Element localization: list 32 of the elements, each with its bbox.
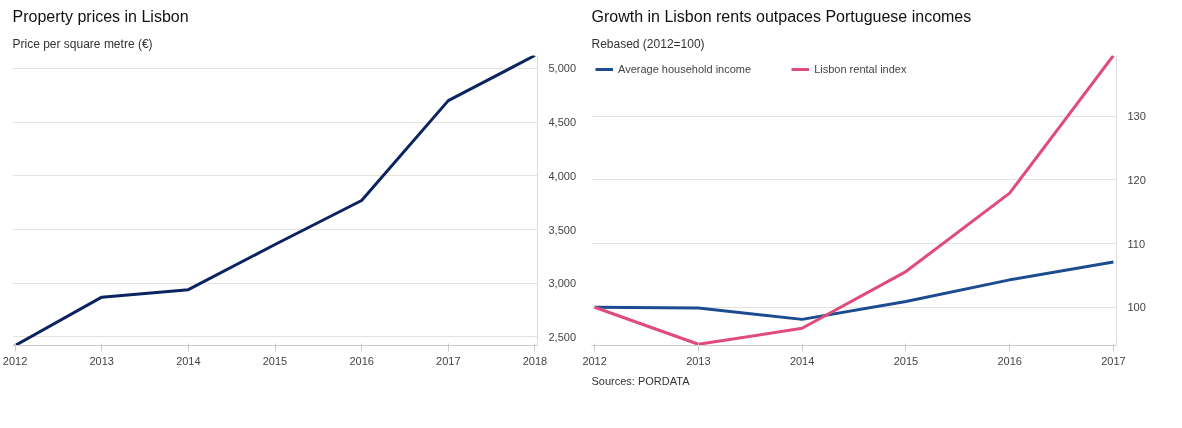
- x-tick-label: 2015: [893, 354, 919, 367]
- line-series: [593, 55, 1115, 346]
- y-tick-label: 4,000: [548, 169, 577, 182]
- y-tick-label: 3,500: [548, 223, 577, 236]
- x-tick-label: 2012: [2, 354, 28, 367]
- x-tick-label: 2014: [789, 354, 815, 367]
- chart-title: Property prices in Lisbon: [12, 7, 189, 25]
- x-tick-label: 2016: [349, 354, 374, 367]
- y-tick-label: 4,500: [548, 116, 577, 129]
- x-tick-label: 2017: [436, 354, 461, 367]
- x-tick-label: 2015: [262, 354, 288, 367]
- y-tick-label: 110: [1127, 237, 1146, 250]
- x-tick-label: 2018: [522, 354, 548, 367]
- x-tick-label: 2013: [686, 354, 711, 367]
- x-tick-label: 2016: [997, 354, 1022, 367]
- x-tick-label: 2014: [176, 354, 201, 367]
- y-tick-label: 5,000: [548, 62, 577, 75]
- x-tick-label: 2013: [89, 354, 114, 367]
- chart-subtitle: Rebased (2012=100): [591, 36, 705, 51]
- y-tick-label: 130: [1127, 110, 1146, 123]
- y-tick-label: 120: [1127, 173, 1146, 186]
- y-tick-label: 2,500: [548, 330, 577, 343]
- x-tick-label: 2012: [582, 354, 607, 367]
- chart-subtitle: Price per square metre (€): [12, 36, 153, 51]
- y-tick-label: 100: [1127, 301, 1146, 314]
- legend-label: Average household income: [618, 63, 752, 75]
- chart-title: Growth in Lisbon rents outpaces Portuguese incomes: [591, 7, 972, 25]
- legend-label: Lisbon rental index: [814, 63, 907, 75]
- source-note: Sources: PORDATA: [591, 374, 691, 387]
- y-tick-label: 3,000: [548, 277, 577, 290]
- line-series: [13, 55, 537, 346]
- x-tick-label: 2017: [1101, 354, 1126, 367]
